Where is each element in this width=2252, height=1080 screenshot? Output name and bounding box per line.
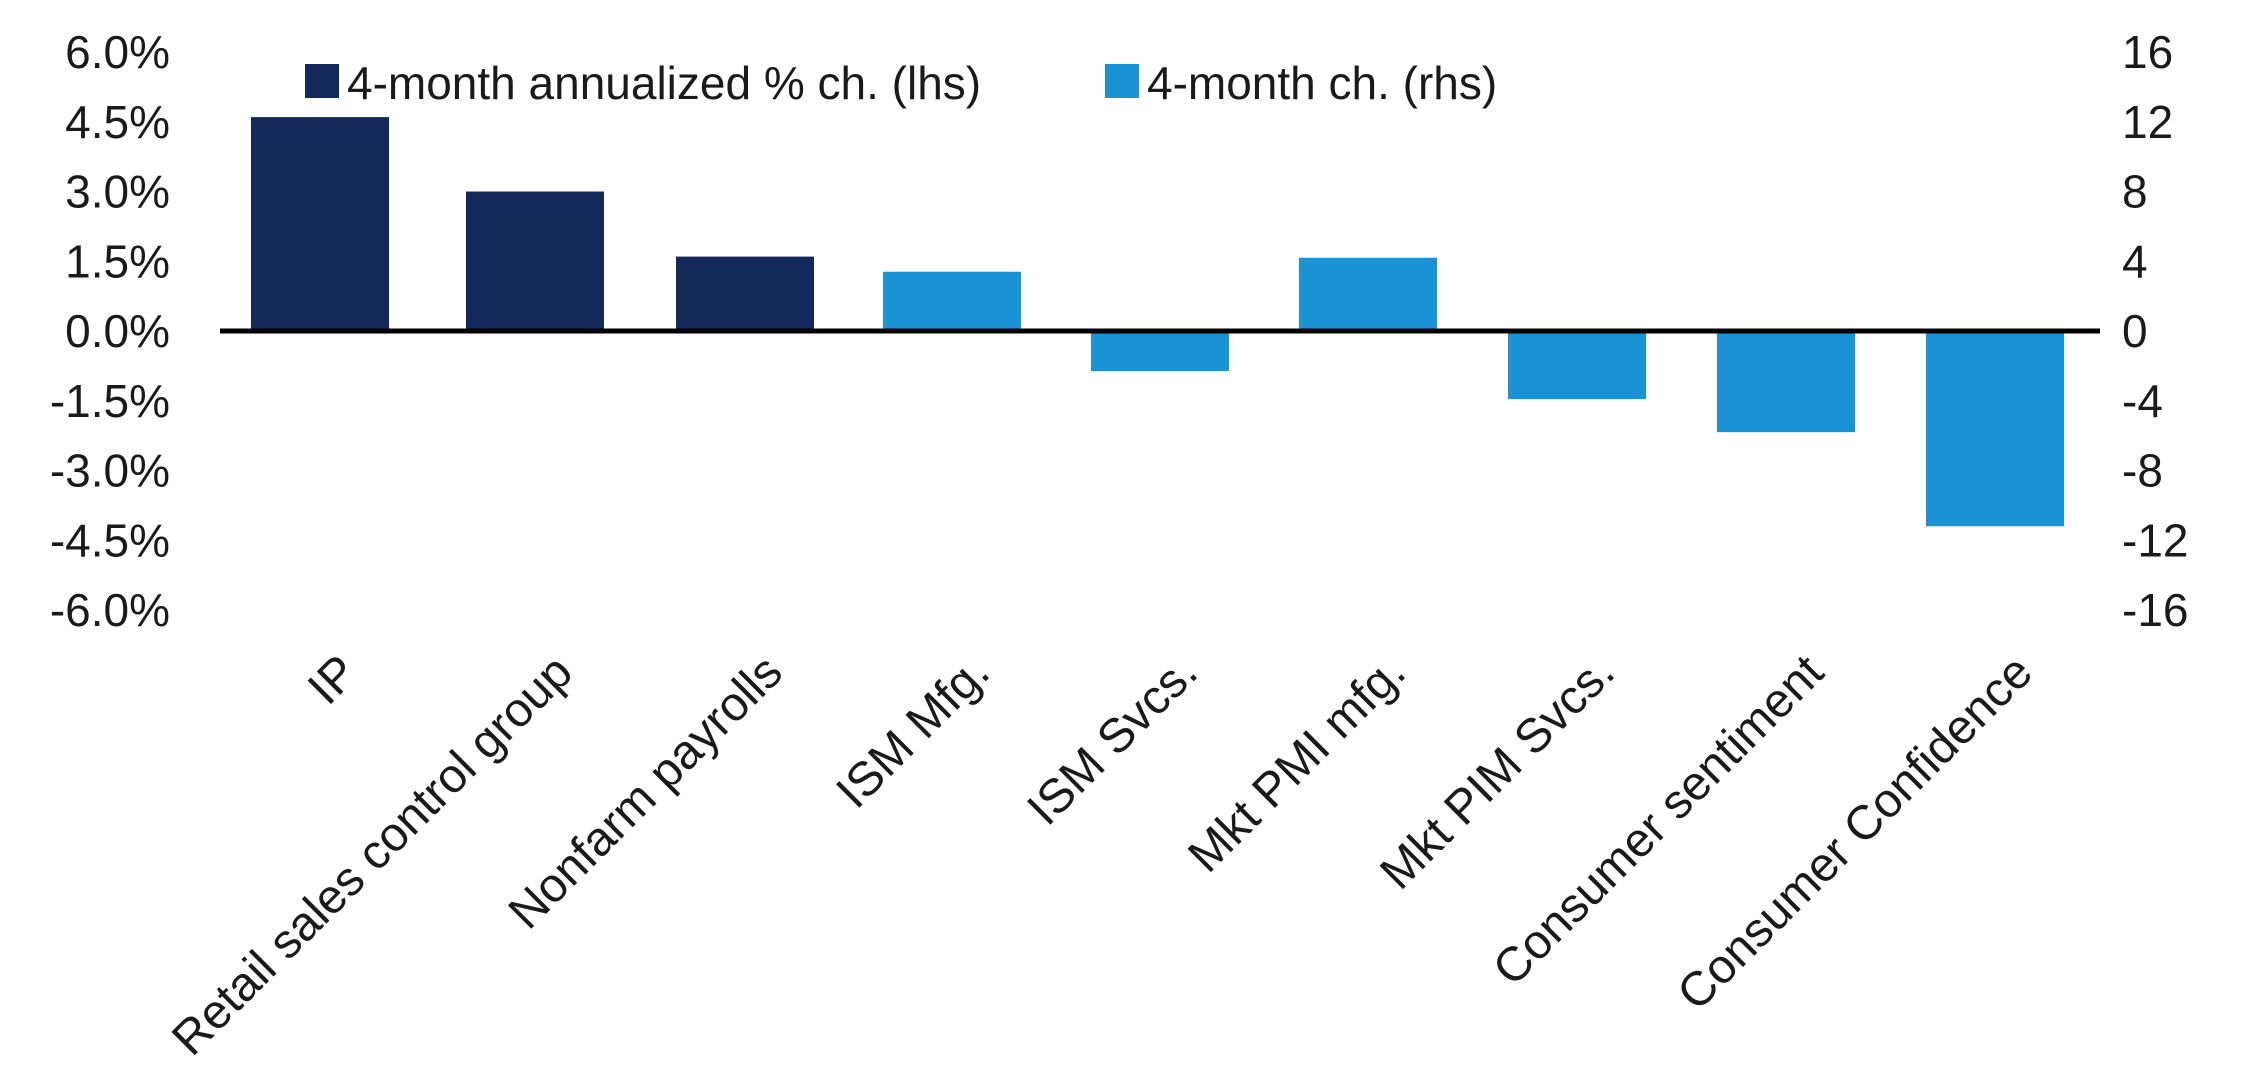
bar-lhs-1 bbox=[466, 191, 604, 331]
category-label: Consumer Confidence bbox=[1668, 645, 2043, 1020]
bar-rhs-5 bbox=[1299, 257, 1437, 331]
bar-rhs-4 bbox=[1091, 331, 1229, 372]
bar-lhs-0 bbox=[251, 117, 389, 331]
category-label: Retail sales control group bbox=[162, 645, 582, 1065]
right-tick-label: 8 bbox=[2122, 166, 2148, 218]
left-tick-label: 0.0% bbox=[65, 305, 170, 357]
legend-label-rhs: 4-month ch. (rhs) bbox=[1147, 57, 1497, 109]
left-tick-label: -6.0% bbox=[50, 584, 170, 636]
bars bbox=[251, 117, 2064, 527]
left-axis: 6.0% 4.5% 3.0% 1.5% 0.0% -1.5% -3.0% -4.5% -6.0% bbox=[50, 26, 170, 636]
bar-rhs-8 bbox=[1926, 331, 2064, 527]
right-axis: 16 12 8 4 0 -4 -8 -12 -16 bbox=[2122, 26, 2188, 636]
right-tick-label: -8 bbox=[2122, 445, 2163, 497]
right-tick-label: 0 bbox=[2122, 305, 2148, 357]
category-label: Mkt PMI mfg. bbox=[1178, 645, 1415, 882]
legend-label-lhs: 4-month annualized % ch. (lhs) bbox=[347, 57, 981, 109]
right-tick-label: -16 bbox=[2122, 584, 2188, 636]
left-tick-label: -4.5% bbox=[50, 514, 170, 566]
right-tick-label: -4 bbox=[2122, 375, 2163, 427]
left-tick-label: 6.0% bbox=[65, 26, 170, 78]
left-tick-label: 4.5% bbox=[65, 96, 170, 148]
category-label: IP bbox=[298, 645, 368, 715]
legend-swatch-rhs bbox=[1105, 64, 1139, 98]
left-tick-label: 1.5% bbox=[65, 235, 170, 287]
right-tick-label: 12 bbox=[2122, 96, 2173, 148]
category-label: ISM Mfg. bbox=[827, 645, 1000, 818]
left-tick-label: -1.5% bbox=[50, 375, 170, 427]
legend: 4-month annualized % ch. (lhs) 4-month c… bbox=[305, 57, 1497, 109]
left-tick-label: -3.0% bbox=[50, 445, 170, 497]
right-tick-label: 16 bbox=[2122, 26, 2173, 78]
left-tick-label: 3.0% bbox=[65, 166, 170, 218]
bar-lhs-2 bbox=[676, 256, 814, 331]
category-label: ISM Svcs. bbox=[1018, 645, 1208, 835]
right-tick-label: -12 bbox=[2122, 514, 2188, 566]
right-tick-label: 4 bbox=[2122, 235, 2148, 287]
bar-rhs-6 bbox=[1508, 331, 1646, 400]
legend-swatch-lhs bbox=[305, 64, 339, 98]
bar-rhs-3 bbox=[883, 271, 1021, 331]
bar-rhs-7 bbox=[1717, 331, 1855, 433]
